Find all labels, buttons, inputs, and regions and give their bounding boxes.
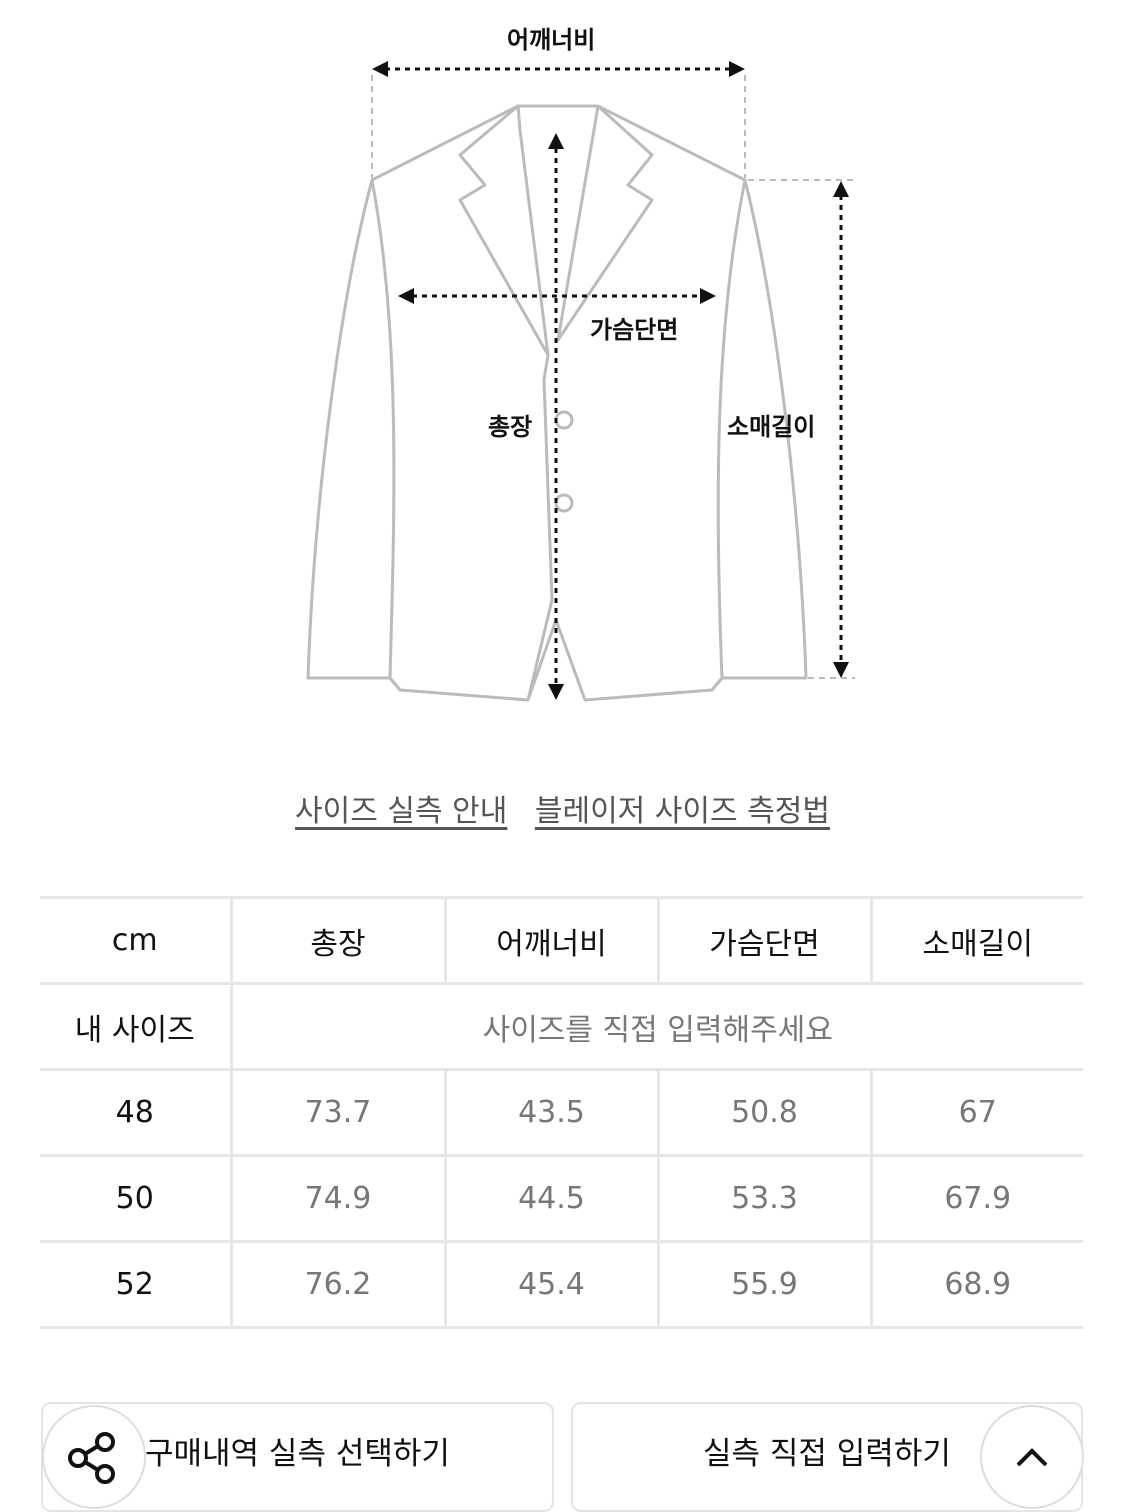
direct-input-label: 실측 직접 입력하기 bbox=[703, 1436, 951, 1472]
size-cell: 52 bbox=[40, 1240, 233, 1329]
value-cell: 67.9 bbox=[869, 1154, 1083, 1243]
value-cell: 74.9 bbox=[229, 1154, 447, 1243]
my-size-input[interactable]: 사이즈를 직접 입력해주세요 bbox=[229, 982, 1083, 1071]
table-header-row: cm 총장 어깨너비 가슴단면 소매길이 bbox=[40, 896, 1083, 985]
scroll-up-button[interactable] bbox=[980, 1405, 1084, 1509]
measure-method-link[interactable]: 블레이저 사이즈 측정법 bbox=[534, 794, 830, 829]
value-cell: 45.4 bbox=[443, 1240, 660, 1329]
header-cell: 총장 bbox=[229, 896, 447, 985]
share-button[interactable] bbox=[42, 1405, 146, 1509]
sleeve-label: 소매길이 bbox=[727, 413, 816, 441]
share-icon bbox=[68, 1432, 115, 1484]
table-row: 50 74.9 44.5 53.3 67.9 bbox=[40, 1154, 1083, 1243]
length-label: 총장 bbox=[488, 413, 533, 441]
value-cell: 55.9 bbox=[656, 1240, 873, 1329]
guide-links: 사이즈 실측 안내 블레이저 사이즈 측정법 bbox=[0, 786, 1125, 830]
chevron-up-icon bbox=[1016, 1448, 1048, 1467]
jacket-diagram bbox=[306, 61, 855, 702]
value-cell: 76.2 bbox=[229, 1240, 447, 1329]
header-cell: 어깨너비 bbox=[443, 896, 660, 985]
my-size-label: 내 사이즈 bbox=[40, 982, 233, 1071]
value-cell: 67 bbox=[869, 1068, 1083, 1157]
size-table: cm 총장 어깨너비 가슴단면 소매길이 내 사이즈 사이즈를 직접 입력해주세… bbox=[40, 896, 1083, 1329]
size-cell: 48 bbox=[40, 1068, 233, 1157]
value-cell: 44.5 bbox=[443, 1154, 660, 1243]
value-cell: 43.5 bbox=[443, 1068, 660, 1157]
value-cell: 73.7 bbox=[229, 1068, 447, 1157]
header-cell: 소매길이 bbox=[869, 896, 1083, 985]
header-cell: cm bbox=[40, 896, 233, 985]
value-cell: 68.9 bbox=[869, 1240, 1083, 1329]
value-cell: 50.8 bbox=[656, 1068, 873, 1157]
size-guide-link[interactable]: 사이즈 실측 안내 bbox=[295, 794, 508, 829]
table-row: 52 76.2 45.4 55.9 68.9 bbox=[40, 1240, 1083, 1329]
table-row: 48 73.7 43.5 50.8 67 bbox=[40, 1068, 1083, 1157]
my-size-row: 내 사이즈 사이즈를 직접 입력해주세요 bbox=[40, 982, 1083, 1071]
value-cell: 53.3 bbox=[656, 1154, 873, 1243]
chest-label: 가슴단면 bbox=[590, 316, 679, 344]
size-cell: 50 bbox=[40, 1154, 233, 1243]
purchase-history-label: 구매내역 실측 선택하기 bbox=[145, 1436, 450, 1472]
shoulder-label: 어깨너비 bbox=[507, 26, 596, 54]
header-cell: 가슴단면 bbox=[656, 896, 873, 985]
